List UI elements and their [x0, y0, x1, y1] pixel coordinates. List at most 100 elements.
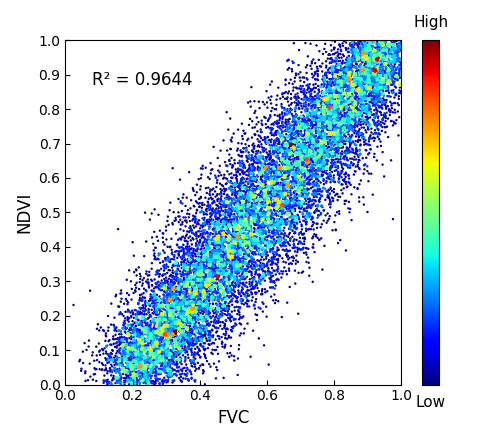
Point: [145, 370, 153, 377]
Point: [129, 375, 137, 382]
Point: [115, 303, 123, 310]
Point: [374, 57, 382, 64]
Point: [246, 177, 254, 184]
Point: [342, 118, 350, 126]
Point: [292, 236, 300, 244]
Point: [256, 262, 264, 269]
Point: [336, 87, 344, 94]
Point: [161, 282, 169, 290]
Point: [198, 308, 206, 315]
Point: [259, 217, 267, 225]
Point: [315, 138, 323, 145]
Point: [302, 129, 310, 136]
Point: [264, 139, 272, 146]
Point: [216, 311, 224, 318]
Point: [393, 72, 401, 79]
Point: [200, 276, 208, 283]
Point: [132, 327, 140, 334]
Point: [270, 151, 278, 158]
Point: [226, 303, 234, 310]
Point: [379, 83, 387, 90]
Point: [338, 164, 346, 171]
Point: [380, 68, 388, 75]
Point: [208, 196, 216, 203]
Point: [186, 252, 194, 259]
Point: [154, 256, 162, 263]
Point: [296, 125, 304, 132]
Point: [267, 171, 275, 179]
Point: [383, 55, 391, 62]
Point: [102, 356, 110, 363]
Point: [356, 86, 364, 93]
Point: [328, 47, 336, 54]
Point: [276, 195, 283, 202]
Point: [358, 130, 366, 137]
Point: [378, 38, 386, 45]
Point: [140, 345, 148, 352]
Point: [360, 44, 368, 51]
Point: [186, 305, 194, 312]
Point: [208, 206, 216, 213]
Point: [228, 268, 236, 275]
Point: [216, 242, 224, 249]
Point: [213, 192, 221, 199]
Point: [192, 267, 200, 274]
Point: [256, 193, 264, 200]
Point: [198, 335, 205, 342]
Point: [218, 237, 226, 244]
Point: [304, 126, 312, 133]
Point: [230, 260, 238, 267]
Point: [244, 195, 252, 202]
Point: [331, 113, 339, 120]
Point: [334, 124, 342, 131]
Point: [278, 154, 286, 161]
Point: [324, 96, 332, 103]
Point: [210, 236, 218, 243]
Point: [266, 225, 274, 232]
Point: [172, 298, 180, 305]
Point: [222, 223, 230, 230]
Point: [226, 269, 234, 276]
Point: [308, 202, 316, 209]
Point: [240, 230, 248, 237]
Point: [252, 289, 260, 296]
Point: [180, 318, 188, 325]
Point: [206, 321, 214, 328]
Point: [248, 212, 256, 219]
Point: [279, 150, 287, 157]
Point: [240, 253, 248, 260]
Point: [310, 72, 318, 79]
Point: [284, 205, 292, 212]
Point: [127, 364, 135, 371]
Point: [384, 52, 392, 59]
Point: [324, 124, 332, 131]
Point: [211, 273, 219, 280]
Point: [232, 207, 240, 214]
Point: [202, 273, 209, 280]
Point: [261, 215, 269, 222]
Point: [179, 352, 187, 359]
Point: [380, 91, 388, 98]
Point: [265, 258, 273, 265]
Point: [260, 212, 268, 219]
Point: [152, 332, 160, 339]
Point: [339, 86, 347, 93]
Point: [392, 91, 400, 98]
Point: [232, 240, 239, 247]
Point: [344, 56, 352, 63]
Point: [327, 94, 335, 101]
Point: [382, 118, 390, 125]
Point: [325, 104, 333, 111]
Point: [192, 328, 200, 335]
Point: [308, 111, 316, 118]
Point: [187, 301, 195, 308]
Point: [330, 112, 338, 119]
Point: [328, 108, 336, 115]
Point: [287, 127, 295, 134]
Point: [226, 232, 234, 239]
Point: [310, 171, 318, 178]
Point: [196, 324, 203, 331]
Point: [229, 162, 237, 169]
Point: [158, 311, 166, 318]
Point: [180, 338, 188, 345]
